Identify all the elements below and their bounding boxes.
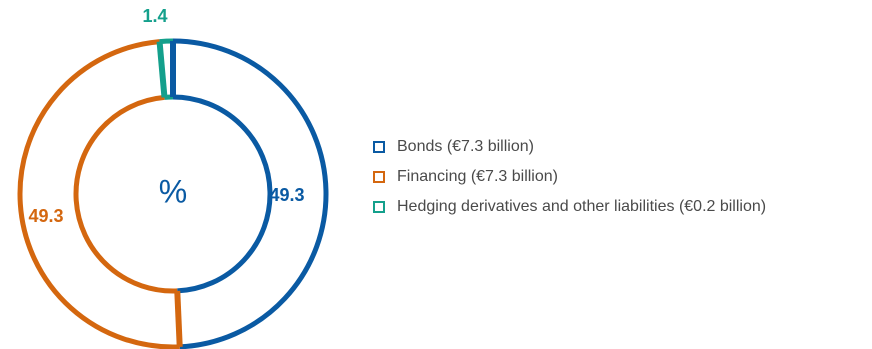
donut-value-labels: 49.3 49.3 1.4	[28, 6, 304, 226]
donut-separator-2	[174, 290, 183, 347]
donut-slice-2	[17, 39, 180, 349]
legend-label-2: Financing (€7.3 billion)	[397, 167, 558, 185]
legend-item-1: Bonds (€7.3 billion)	[373, 134, 766, 159]
donut-center-label: %	[159, 173, 187, 209]
legend-item-2: Financing (€7.3 billion)	[373, 164, 766, 189]
donut-value-label-3: 1.4	[142, 6, 167, 26]
donut-value-label-1: 49.3	[269, 185, 304, 205]
chart-legend: Bonds (€7.3 billion) Financing (€7.3 bill…	[373, 134, 766, 224]
legend-swatch-1	[373, 140, 385, 153]
donut-value-label-2: 49.3	[28, 206, 63, 226]
legend-item-3: Hedging derivatives and other liabilitie…	[373, 194, 766, 219]
legend-swatch-3	[373, 200, 385, 213]
legend-swatch-2	[373, 170, 385, 183]
donut-slice-1	[172, 38, 329, 349]
legend-label-1: Bonds (€7.3 billion)	[397, 137, 534, 155]
donut-separator-3	[156, 41, 168, 98]
legend-label-3: Hedging derivatives and other liabilitie…	[397, 197, 767, 215]
donut-slices	[17, 38, 329, 349]
